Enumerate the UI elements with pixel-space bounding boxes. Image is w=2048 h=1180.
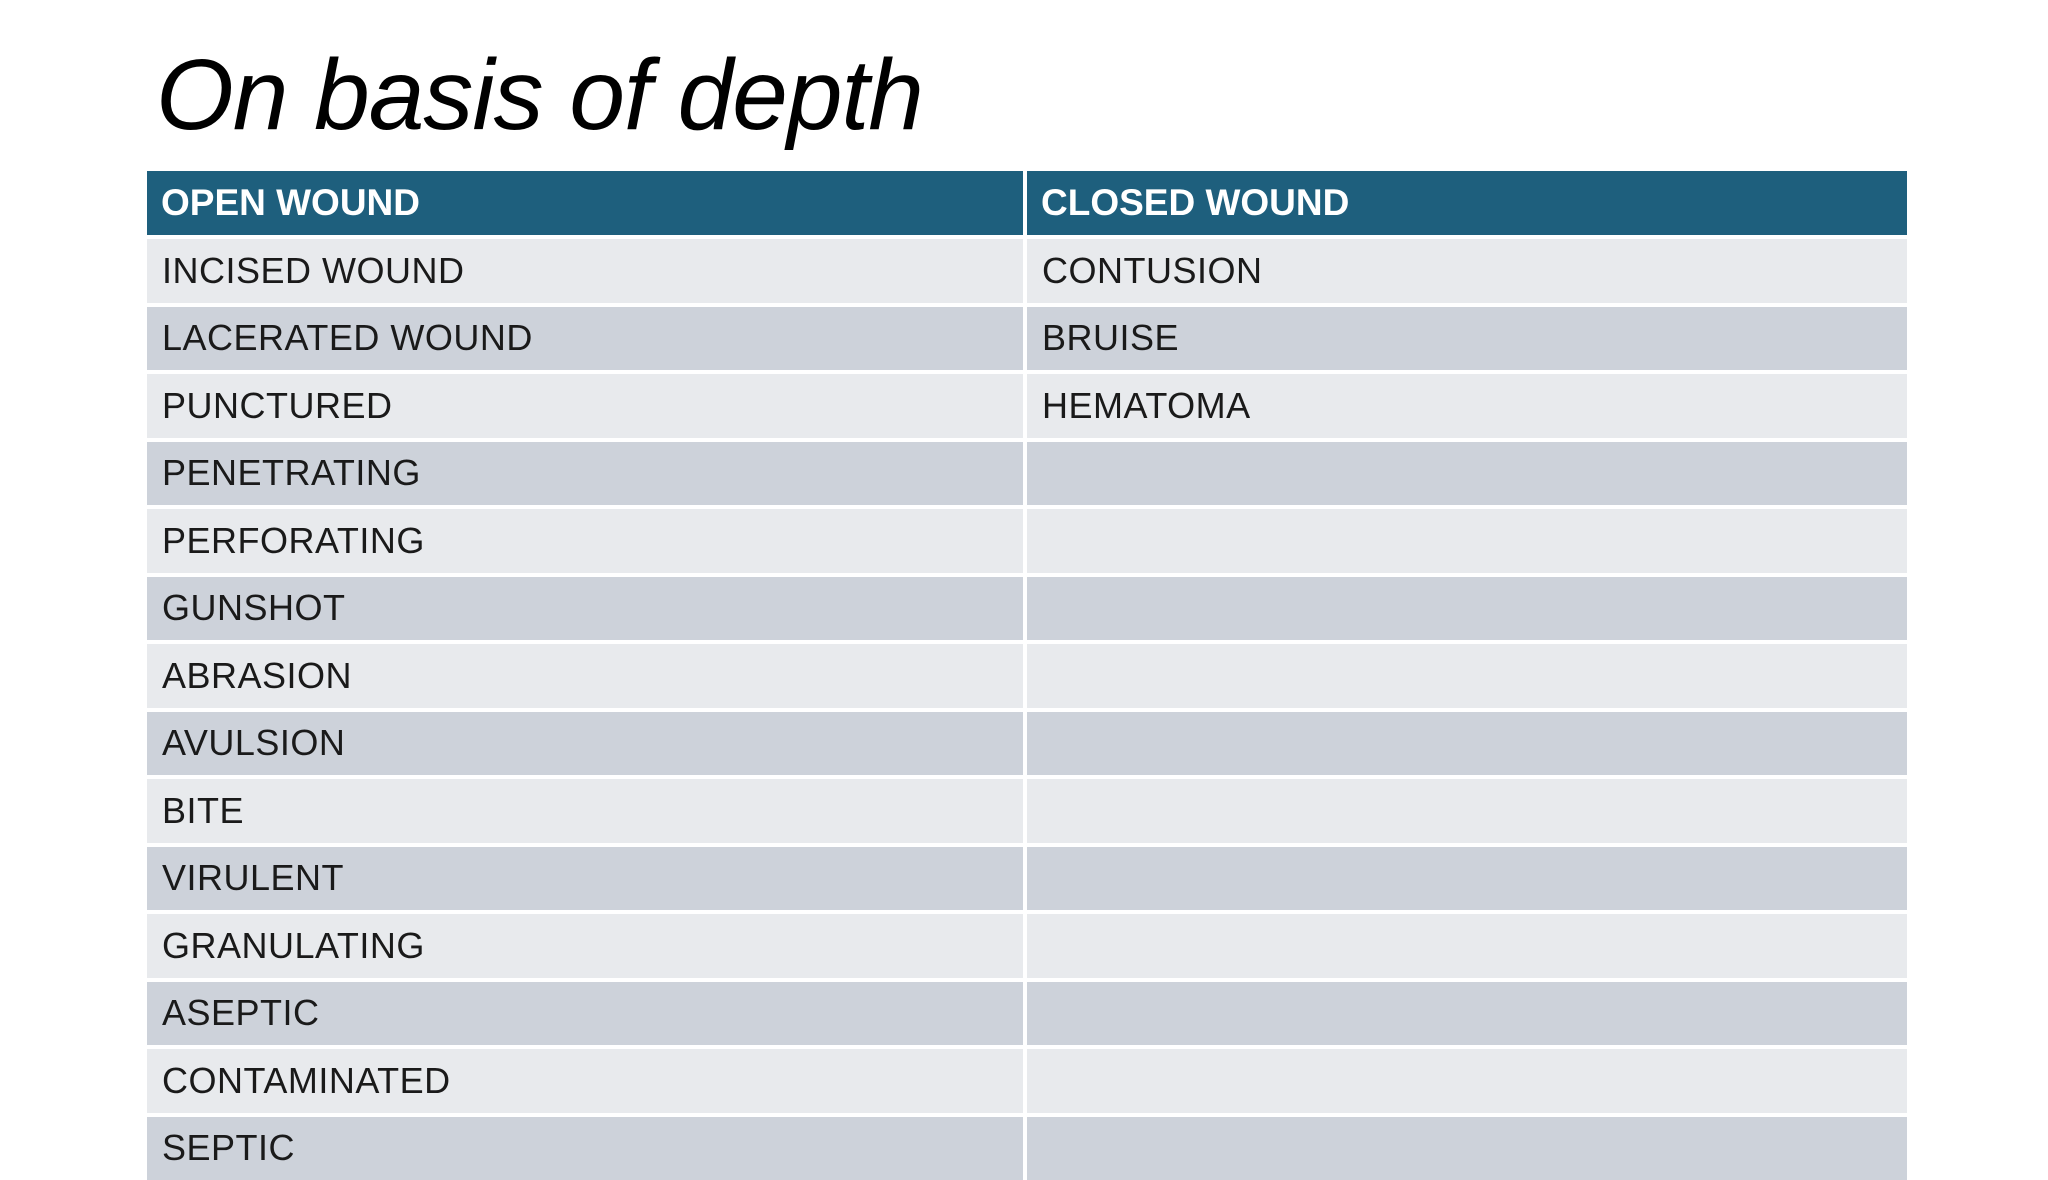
closed-wound-cell [1027, 779, 1907, 843]
open-wound-cell: SEPTIC [147, 1117, 1023, 1180]
open-wound-cell: ABRASION [147, 644, 1023, 708]
open-wound-cell: AVULSION [147, 712, 1023, 776]
closed-wound-cell [1027, 1049, 1907, 1113]
table-row: LACERATED WOUND BRUISE [147, 307, 1907, 371]
open-wound-cell: INCISED WOUND [147, 239, 1023, 303]
table-row: PERFORATING [147, 509, 1907, 573]
open-wound-cell: PENETRATING [147, 442, 1023, 506]
closed-wound-cell [1027, 509, 1907, 573]
table-row: ABRASION [147, 644, 1907, 708]
closed-wound-cell [1027, 982, 1907, 1046]
column-header-closed-wound: CLOSED WOUND [1027, 171, 1907, 235]
column-header-open-wound: OPEN WOUND [147, 171, 1023, 235]
closed-wound-cell [1027, 644, 1907, 708]
open-wound-cell: ASEPTIC [147, 982, 1023, 1046]
open-wound-cell: BITE [147, 779, 1023, 843]
open-wound-cell: PERFORATING [147, 509, 1023, 573]
closed-wound-cell [1027, 577, 1907, 641]
open-wound-cell: CONTAMINATED [147, 1049, 1023, 1113]
open-wound-cell: GRANULATING [147, 914, 1023, 978]
slide-title: On basis of depth [156, 35, 923, 155]
closed-wound-cell [1027, 914, 1907, 978]
table-row: AVULSION [147, 712, 1907, 776]
table-row: SEPTIC [147, 1117, 1907, 1180]
table-row: GUNSHOT [147, 577, 1907, 641]
table-row: VIRULENT [147, 847, 1907, 911]
slide: { "slide": { "title": "On basis of depth… [0, 0, 2048, 1152]
closed-wound-cell: HEMATOMA [1027, 374, 1907, 438]
table-row: INCISED WOUND CONTUSION [147, 239, 1907, 303]
open-wound-cell: GUNSHOT [147, 577, 1023, 641]
table-row: ASEPTIC [147, 982, 1907, 1046]
table-row: PUNCTURED HEMATOMA [147, 374, 1907, 438]
table-row: BITE [147, 779, 1907, 843]
closed-wound-cell [1027, 1117, 1907, 1180]
closed-wound-cell: BRUISE [1027, 307, 1907, 371]
closed-wound-cell: CONTUSION [1027, 239, 1907, 303]
open-wound-cell: LACERATED WOUND [147, 307, 1023, 371]
closed-wound-cell [1027, 847, 1907, 911]
open-wound-cell: VIRULENT [147, 847, 1023, 911]
wound-classification-table: OPEN WOUND CLOSED WOUND INCISED WOUND CO… [147, 171, 1907, 1180]
table-row: GRANULATING [147, 914, 1907, 978]
table-row: CONTAMINATED [147, 1049, 1907, 1113]
table-row: PENETRATING [147, 442, 1907, 506]
table-header-row: OPEN WOUND CLOSED WOUND [147, 171, 1907, 235]
closed-wound-cell [1027, 712, 1907, 776]
closed-wound-cell [1027, 442, 1907, 506]
open-wound-cell: PUNCTURED [147, 374, 1023, 438]
